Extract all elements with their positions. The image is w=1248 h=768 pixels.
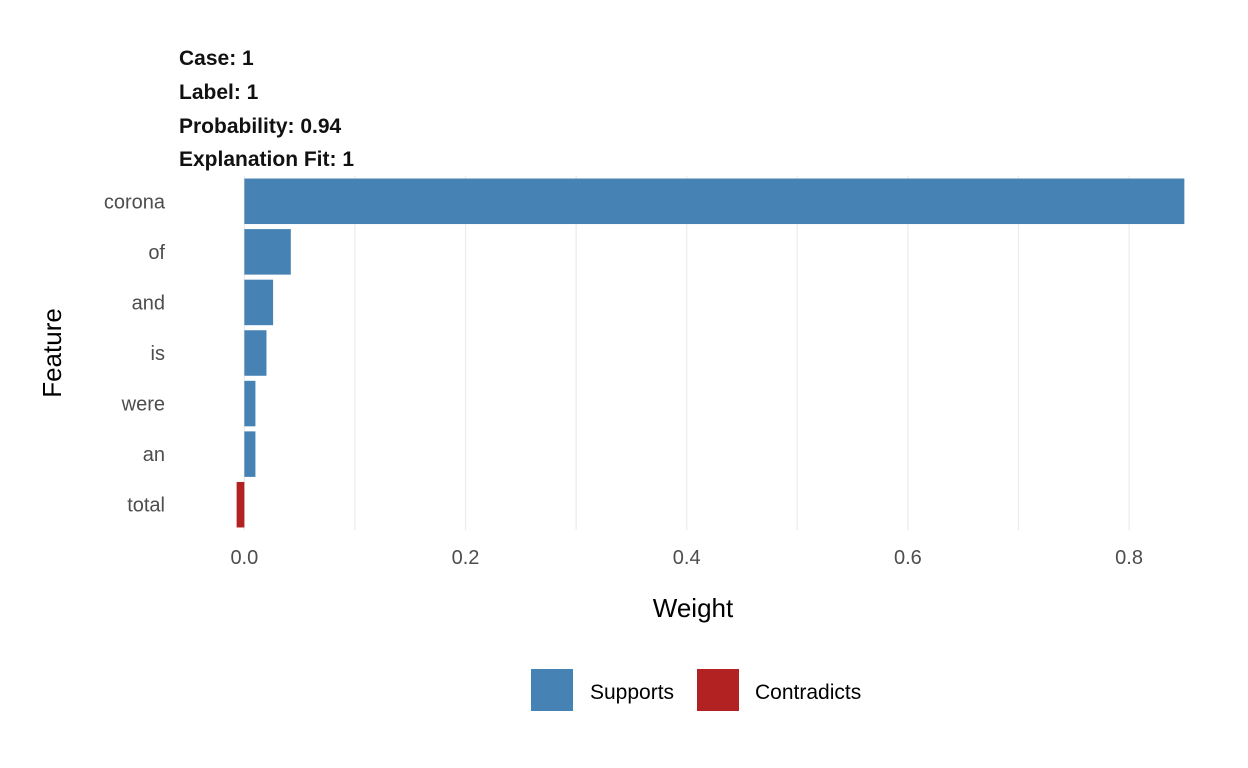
legend-swatch-contradicts xyxy=(697,669,739,711)
bar-were xyxy=(244,380,256,427)
x-tick-label-0: 0.0 xyxy=(230,547,258,569)
y-tick-label-of: of xyxy=(148,242,165,264)
title-label: Label: 1 xyxy=(179,81,259,104)
bar-an xyxy=(244,431,256,477)
bar-corona xyxy=(244,178,1185,225)
legend-swatch-supports xyxy=(531,669,573,711)
chart-title-block: Case: 1 Label: 1 Probability: 0.94 Expla… xyxy=(179,47,354,171)
legend-label-supports: Supports xyxy=(590,681,674,704)
x-axis-ticks: 0.0 0.2 0.4 0.6 0.8 xyxy=(230,547,1143,569)
grid xyxy=(243,176,1130,530)
legend-label-contradicts: Contradicts xyxy=(755,681,861,704)
x-tick-label-3: 0.6 xyxy=(894,547,922,569)
bars xyxy=(236,178,1185,528)
x-tick-label-4: 0.8 xyxy=(1115,547,1143,569)
x-tick-label-1: 0.2 xyxy=(452,547,480,569)
y-axis-title: Feature xyxy=(37,308,67,398)
legend: Supports Contradicts xyxy=(531,669,861,711)
bar-of xyxy=(244,229,291,275)
x-tick-label-2: 0.4 xyxy=(673,547,701,569)
y-tick-label-total: total xyxy=(127,495,165,517)
bar-and xyxy=(244,279,274,326)
y-tick-label-corona: corona xyxy=(104,191,166,213)
title-explanation-fit: Explanation Fit: 1 xyxy=(179,148,354,171)
y-tick-label-is: is xyxy=(151,343,165,365)
x-axis-title: Weight xyxy=(653,593,734,623)
y-tick-label-an: an xyxy=(143,444,165,466)
bar-total xyxy=(236,481,245,528)
bar-is xyxy=(244,330,267,376)
y-tick-label-and: and xyxy=(132,292,165,314)
title-probability: Probability: 0.94 xyxy=(179,115,342,138)
y-tick-label-were: were xyxy=(121,394,165,416)
y-axis-ticks: corona of and is were an total xyxy=(104,191,166,516)
title-case: Case: 1 xyxy=(179,47,254,70)
